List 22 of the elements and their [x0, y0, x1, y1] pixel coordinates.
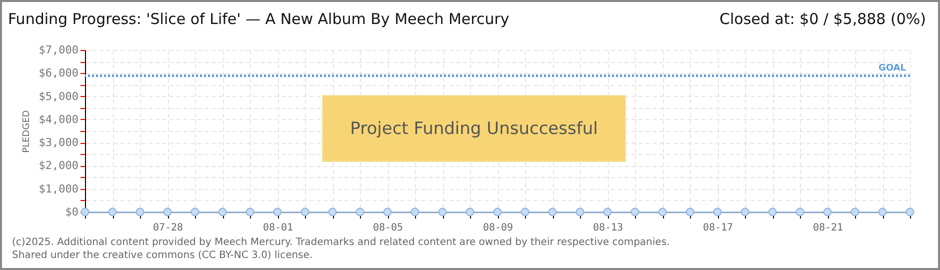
y-tick-label: $7,000 [38, 44, 78, 56]
text: Closed at: $0 / $5,888 (0%) [720, 10, 926, 28]
y-tick-label: $2,000 [38, 159, 78, 172]
x-tick-label: 07-28 [152, 222, 184, 234]
notice-box: Project Funding Unsuccessful [322, 95, 626, 162]
y-tick-label: $0 [65, 206, 78, 218]
y-tick-label: $3,000 [38, 136, 78, 150]
x-tick-label: 08-17 [702, 222, 734, 234]
y-tick-label: $6,000 [38, 66, 78, 80]
text: Shared under the creative commons (CC BY-NC 3.0) license. [12, 249, 314, 262]
x-tick-label: 08-13 [592, 222, 624, 234]
chart-title: Funding Progress: 'Slice of Life' — A New Album By Meech Mercury [8, 10, 510, 28]
y-tick-label: $4,000 [38, 112, 78, 126]
y-axis-title: PLEDGED [22, 110, 32, 153]
ref-line-label: GOAL [878, 64, 906, 74]
x-tick-label: 08-01 [262, 222, 294, 234]
text: (c)2025. Additional content provided by Meech Mercury. Trademarks and related content are owned by their respective companies. [12, 236, 670, 249]
x-tick-label: 08-21 [812, 222, 844, 234]
x-tick-label: 08-09 [482, 222, 514, 234]
x-tick-label: 08-05 [372, 222, 404, 234]
y-tick-label: $5,000 [38, 90, 78, 103]
y-tick-label: $1,000 [38, 182, 78, 196]
